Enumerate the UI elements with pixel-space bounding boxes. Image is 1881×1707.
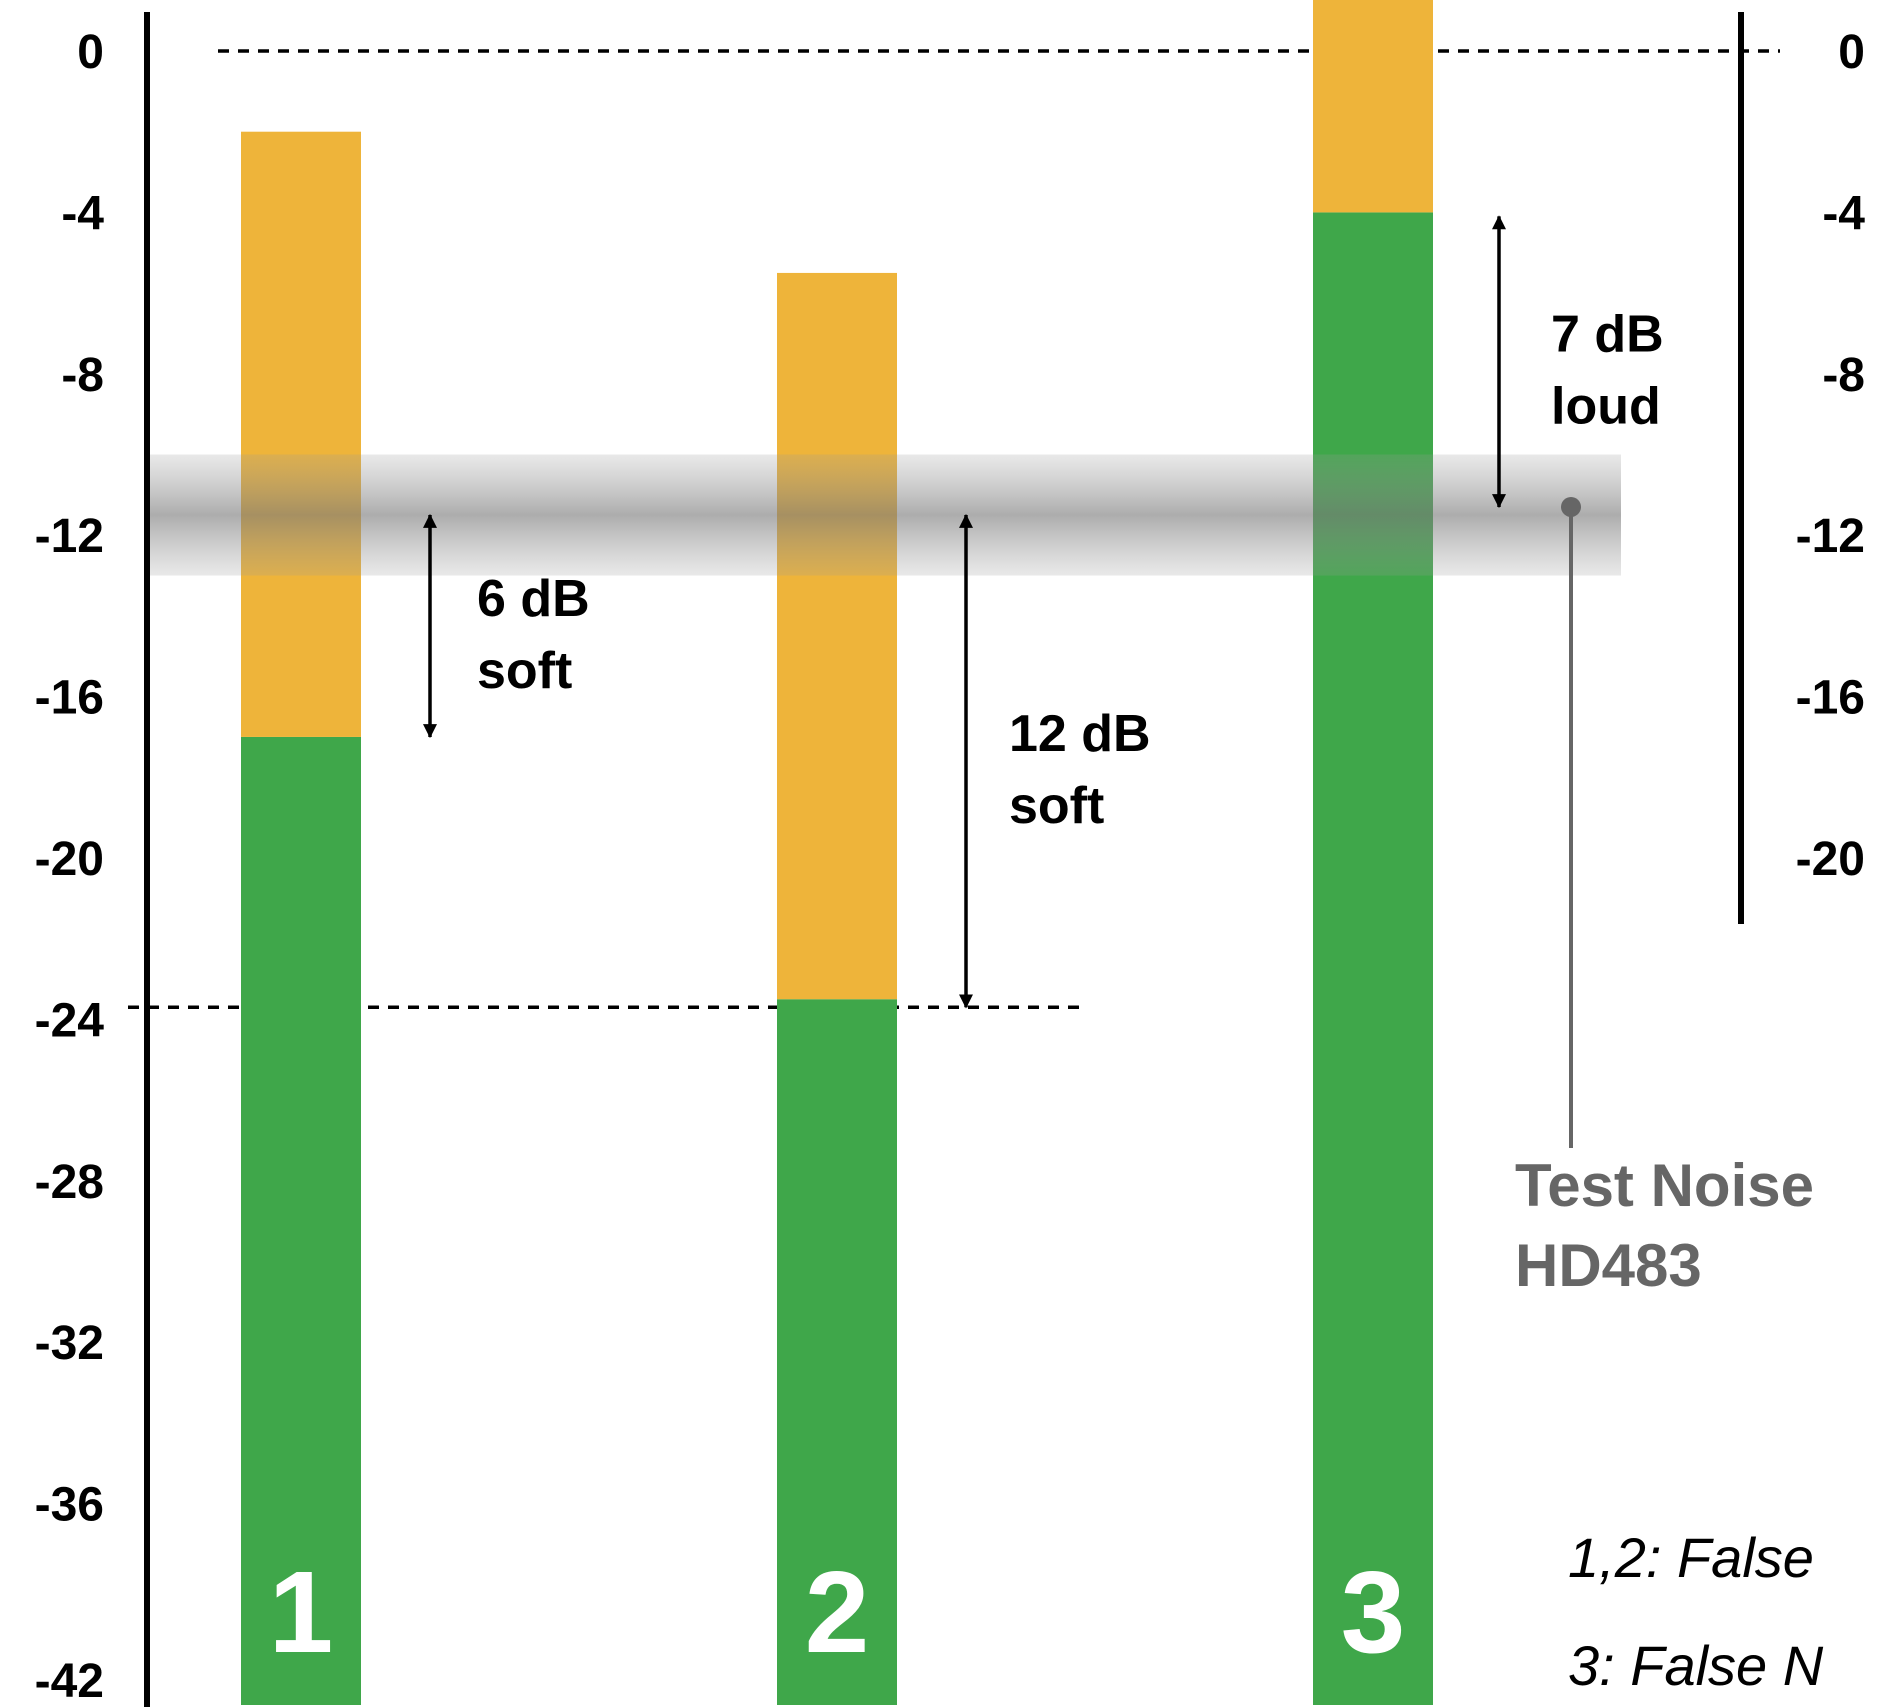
bar-green-2 bbox=[777, 999, 897, 1705]
right-tick-label: -16 bbox=[1796, 672, 1865, 725]
bar-number-label: 1 bbox=[269, 1547, 334, 1677]
left-tick-label: -8 bbox=[61, 349, 104, 402]
bar-green-1 bbox=[241, 736, 361, 1705]
bar-orange-3 bbox=[1313, 0, 1433, 213]
left-tick-label: -16 bbox=[35, 672, 104, 725]
test-noise-model-label: HD483 bbox=[1515, 1232, 1702, 1299]
bar-green-3 bbox=[1313, 212, 1433, 1705]
right-tick-label: 0 bbox=[1838, 26, 1865, 79]
note-line-1: 1,2: False bbox=[1568, 1526, 1814, 1589]
annotation-desc-label: soft bbox=[477, 642, 572, 700]
right-tick-label: -4 bbox=[1822, 187, 1865, 240]
annotation-value-label: 7 dB bbox=[1551, 306, 1664, 364]
annotation-value-label: 12 dB bbox=[1009, 705, 1151, 763]
bar-orange-2 bbox=[777, 272, 897, 1000]
left-tick-label: -32 bbox=[35, 1317, 104, 1370]
annotation-desc-label: loud bbox=[1551, 378, 1661, 436]
left-tick-label: -42 bbox=[35, 1655, 104, 1707]
bar-orange-1 bbox=[241, 131, 361, 737]
note-line-2: 3: False N bbox=[1568, 1634, 1824, 1697]
left-tick-label: -4 bbox=[61, 187, 104, 240]
left-tick-label: -24 bbox=[35, 994, 105, 1047]
annotation-desc-label: soft bbox=[1009, 777, 1104, 835]
left-tick-label: -36 bbox=[35, 1479, 104, 1532]
test-noise-dot bbox=[1561, 496, 1581, 517]
left-tick-label: 0 bbox=[77, 26, 104, 79]
right-tick-label: -20 bbox=[1796, 833, 1865, 886]
annotation-value-label: 6 dB bbox=[477, 570, 590, 628]
left-tick-label: -20 bbox=[35, 833, 104, 886]
left-tick-label: -12 bbox=[35, 510, 104, 563]
test-noise-label: Test Noise bbox=[1515, 1152, 1814, 1219]
bar-number-label: 2 bbox=[805, 1547, 870, 1677]
right-tick-label: -12 bbox=[1796, 510, 1865, 563]
bar-number-label: 3 bbox=[1341, 1547, 1406, 1677]
left-tick-label: -28 bbox=[35, 1156, 104, 1209]
test-noise-band bbox=[150, 454, 1621, 576]
right-tick-label: -8 bbox=[1822, 349, 1865, 402]
